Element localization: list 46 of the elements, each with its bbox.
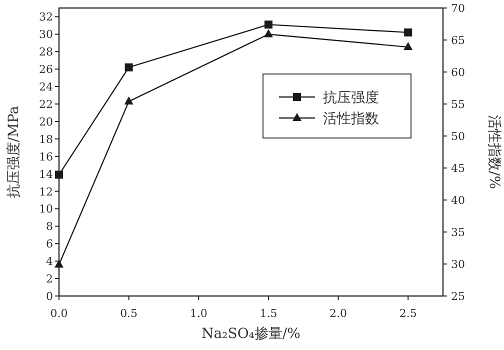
y-tick-label: 26 xyxy=(39,63,53,76)
y-tick-label: 20 xyxy=(39,115,53,128)
point xyxy=(264,29,273,38)
x-tick-label: 2.0 xyxy=(330,307,348,320)
y2-tick-label: 30 xyxy=(451,258,465,271)
y-tick-label: 30 xyxy=(39,28,53,42)
y-tick-label: 16 xyxy=(39,150,53,164)
x-axis-title: Na₂SO₄掺量/% xyxy=(202,326,300,342)
y2-tick-label: 65 xyxy=(451,34,465,47)
y-tick-label: 18 xyxy=(39,132,53,146)
y2-tick-label: 35 xyxy=(451,226,465,239)
y2-tick-label: 45 xyxy=(451,162,465,175)
point xyxy=(264,20,272,29)
y-tick-label: 28 xyxy=(39,46,53,59)
legend-label: 抗压强度 xyxy=(323,90,379,106)
point xyxy=(55,170,63,179)
y2-tick-label: 60 xyxy=(451,66,465,79)
y-tick-label: 10 xyxy=(39,202,53,216)
y-tick-label: 14 xyxy=(39,168,53,181)
y-tick-label: 2 xyxy=(46,272,53,286)
y-tick-label: 24 xyxy=(39,80,53,94)
y-tick-label: 6 xyxy=(46,238,53,251)
y2-axis-title: 活性指数/% xyxy=(486,114,502,190)
y-tick-label: 32 xyxy=(39,10,53,24)
x-tick-label: 0.5 xyxy=(120,307,138,320)
y-tick-label: 4 xyxy=(46,255,53,268)
x-tick-label: 1.0 xyxy=(190,307,208,320)
y2-tick-label: 70 xyxy=(451,2,465,15)
y2-tick-label: 50 xyxy=(451,130,465,143)
y-tick-label: 8 xyxy=(46,220,53,234)
y2-tick-label: 55 xyxy=(451,98,465,111)
y-tick-label: 0 xyxy=(46,290,53,303)
point xyxy=(404,28,412,36)
y-tick-label: 22 xyxy=(39,98,53,111)
x-tick-label: 1.5 xyxy=(260,307,278,320)
y-axis-title: 抗压强度/MPa xyxy=(6,106,22,198)
x-tick-label: 0.0 xyxy=(50,307,68,320)
x-tick-label: 2.5 xyxy=(399,307,417,320)
y2-tick-label: 25 xyxy=(451,290,465,303)
y-tick-label: 12 xyxy=(39,185,53,198)
y2-tick-label: 40 xyxy=(451,194,465,207)
point xyxy=(404,42,413,50)
point xyxy=(54,260,64,268)
point xyxy=(124,63,133,72)
legend-label: 活性指数 xyxy=(323,111,379,127)
point xyxy=(124,96,134,104)
